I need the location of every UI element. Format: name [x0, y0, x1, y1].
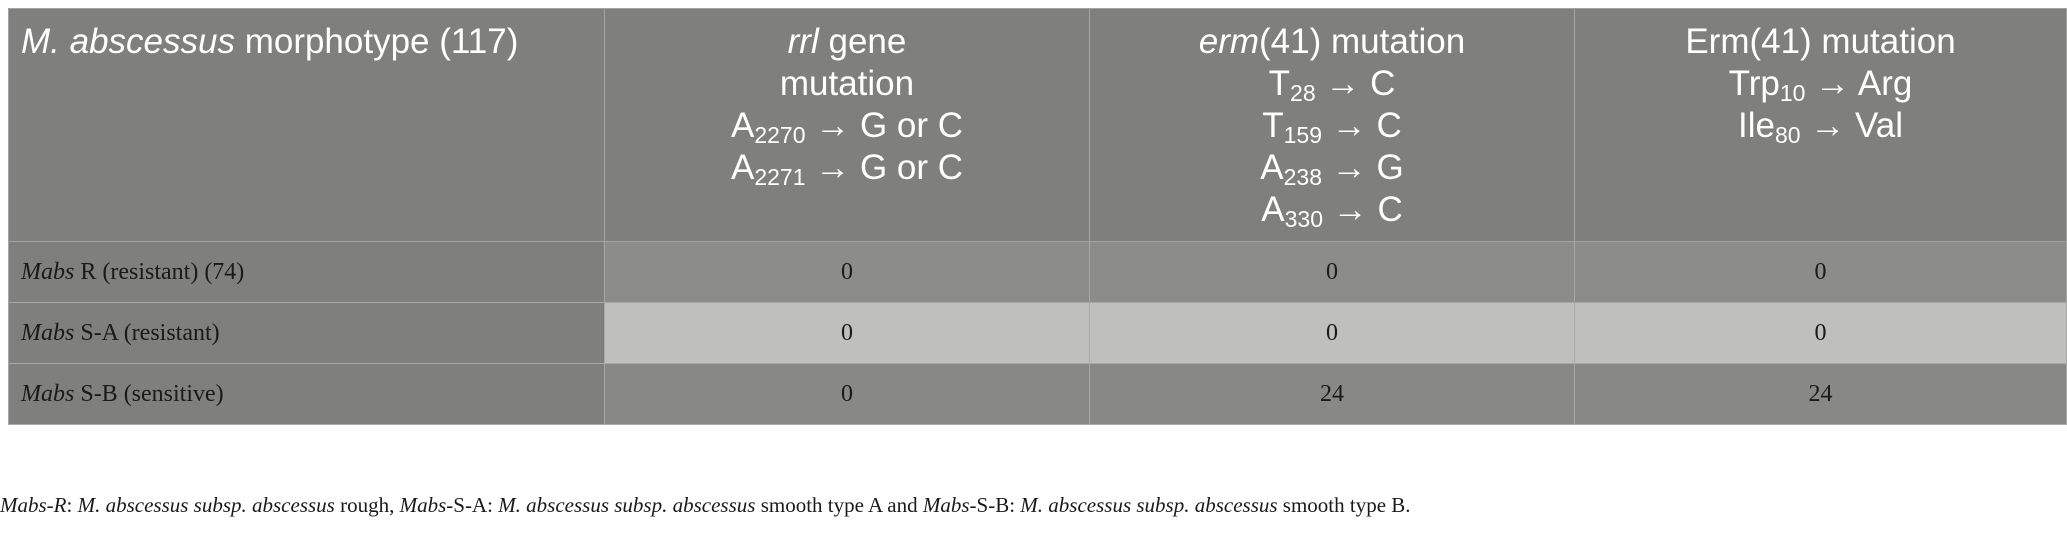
header-rrl-title: rrl gene	[787, 22, 907, 61]
header-rrl-gene-mutation: rrl gene mutation A2270 → G or C A2271 →…	[604, 8, 1090, 242]
table-cell: 24	[1089, 363, 1575, 425]
table-footnote: Mabs-R: M. abscessus subsp. abscessus ro…	[0, 493, 1411, 517]
erm41-mutation-1: T28 → C	[1268, 64, 1396, 106]
table-header: M. abscessus morphotype (117) rrl gene m…	[8, 8, 2067, 242]
erm41-protein-mutation-2: Ile80 → Val	[1738, 106, 1903, 148]
table-row: Mabs S-A (resistant) 0 0 0	[8, 302, 2067, 364]
table-body: Mabs R (resistant) (74) 0 0 0 Mabs S-A (…	[8, 241, 2067, 425]
row-label: Mabs S-A (resistant)	[8, 302, 605, 364]
header-erm41-title: erm(41) mutation	[1198, 22, 1466, 61]
table-cell: 0	[1089, 302, 1575, 364]
rrl-mutation-2: A2271 → G or C	[730, 148, 964, 190]
rrl-mutation-1: A2270 → G or C	[730, 106, 964, 148]
table-cell: 0	[1574, 241, 2067, 303]
header-morphotype: M. abscessus morphotype (117)	[8, 8, 605, 242]
table-row: Mabs R (resistant) (74) 0 0 0	[8, 241, 2067, 303]
table-cell: 0	[1574, 302, 2067, 364]
table-cell: 24	[1574, 363, 2067, 425]
header-row: M. abscessus morphotype (117) rrl gene m…	[8, 8, 2067, 242]
table-cell: 0	[1089, 241, 1575, 303]
row-label: Mabs S-B (sensitive)	[8, 363, 605, 425]
table-cell: 0	[604, 363, 1090, 425]
row-label: Mabs R (resistant) (74)	[8, 241, 605, 303]
table-row: Mabs S-B (sensitive) 0 24 24	[8, 363, 2067, 425]
table-cell: 0	[604, 241, 1090, 303]
erm41-mutation-4: A330 → C	[1261, 190, 1403, 232]
header-erm41-protein-mutation: Erm(41) mutation Trp10 → Arg Ile80 → Val	[1574, 8, 2067, 242]
mutation-table: M. abscessus morphotype (117) rrl gene m…	[8, 8, 2067, 425]
header-erm41-mutation: erm(41) mutation T28 → C T159 → C A238 →…	[1089, 8, 1575, 242]
erm41-protein-mutation-1: Trp10 → Arg	[1728, 64, 1913, 106]
erm41-mutation-2: T159 → C	[1262, 106, 1402, 148]
table-cell: 0	[604, 302, 1090, 364]
erm41-mutation-3: A238 → G	[1260, 148, 1404, 190]
